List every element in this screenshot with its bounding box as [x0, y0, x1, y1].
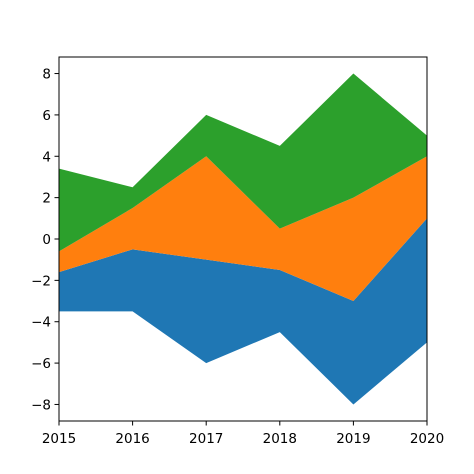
x-tick-label: 2017	[189, 431, 223, 447]
y-tick-label: 6	[42, 108, 51, 124]
area-series-2	[59, 156, 427, 302]
y-tick-label: −2	[31, 273, 51, 289]
area-series-3	[59, 73, 427, 252]
x-tick-label: 2018	[263, 431, 297, 447]
x-tick-label: 2016	[115, 431, 149, 447]
y-tick-label: 0	[42, 232, 51, 248]
x-tick-label: 2020	[410, 431, 444, 447]
x-tick-label: 2019	[336, 431, 370, 447]
x-tick-label: 2015	[42, 431, 76, 447]
x-axis: 2015 2016 2017 2018 2019 2020	[42, 421, 444, 447]
y-tick-label: −8	[31, 397, 51, 413]
area-series-1	[59, 218, 427, 405]
y-tick-label: −6	[31, 356, 51, 372]
y-tick-label: 8	[42, 67, 51, 83]
y-axis: 8 6 4 2 0 −2 −4 −6 −8	[31, 67, 59, 413]
y-tick-label: −4	[31, 315, 51, 331]
y-tick-label: 4	[42, 149, 51, 165]
area-layers	[59, 73, 427, 405]
y-tick-label: 2	[42, 191, 51, 207]
